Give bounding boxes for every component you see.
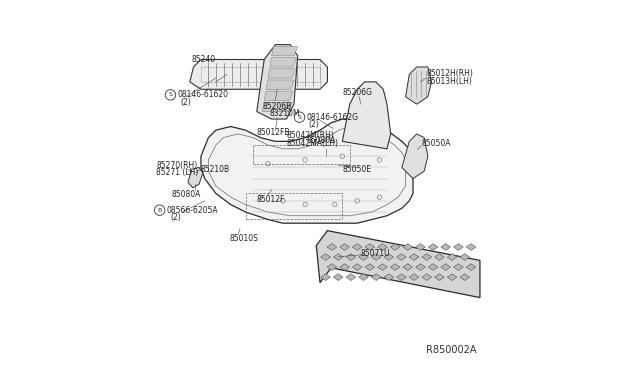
Polygon shape (397, 274, 406, 280)
Text: 85270(RH): 85270(RH) (156, 161, 198, 170)
Polygon shape (435, 274, 444, 280)
Polygon shape (447, 254, 457, 260)
Text: S: S (168, 92, 172, 97)
Polygon shape (327, 244, 337, 250)
Text: 85071U: 85071U (361, 249, 390, 258)
Polygon shape (365, 244, 374, 250)
Polygon shape (410, 254, 419, 260)
Polygon shape (188, 167, 203, 188)
Polygon shape (333, 274, 343, 280)
Polygon shape (428, 264, 438, 270)
Polygon shape (422, 254, 431, 260)
Bar (253, 145, 349, 164)
Polygon shape (262, 102, 292, 112)
Text: S: S (298, 115, 301, 120)
Polygon shape (390, 244, 400, 250)
Polygon shape (406, 67, 431, 104)
Text: 85080A: 85080A (172, 190, 200, 199)
Text: 85050E: 85050E (342, 165, 371, 174)
Polygon shape (415, 264, 425, 270)
Polygon shape (340, 244, 349, 250)
Polygon shape (402, 134, 428, 179)
Polygon shape (403, 264, 413, 270)
Text: 85206B: 85206B (262, 102, 292, 110)
Polygon shape (346, 254, 356, 260)
Polygon shape (415, 244, 425, 250)
Polygon shape (264, 91, 293, 100)
Polygon shape (353, 244, 362, 250)
Polygon shape (266, 80, 294, 89)
Bar (246, 193, 342, 219)
Text: 85206G: 85206G (342, 88, 372, 97)
Polygon shape (353, 264, 362, 270)
Polygon shape (358, 254, 369, 260)
Polygon shape (460, 254, 470, 260)
Text: 85271 (LH): 85271 (LH) (156, 169, 198, 177)
Polygon shape (321, 254, 330, 260)
Polygon shape (403, 244, 413, 250)
Polygon shape (454, 264, 463, 270)
Text: 85080A: 85080A (307, 136, 337, 145)
Text: 85013H(LH): 85013H(LH) (426, 77, 472, 86)
Text: (2): (2) (170, 213, 181, 222)
Polygon shape (384, 274, 394, 280)
Polygon shape (333, 254, 343, 260)
Polygon shape (441, 244, 451, 250)
Text: 85012FB: 85012FB (257, 128, 291, 137)
Text: 83210M: 83210M (270, 109, 300, 118)
Polygon shape (327, 264, 337, 270)
Polygon shape (428, 244, 438, 250)
Text: (2): (2) (180, 98, 191, 107)
Polygon shape (447, 274, 457, 280)
Text: (2): (2) (309, 120, 319, 129)
Polygon shape (371, 254, 381, 260)
Polygon shape (268, 69, 296, 78)
Polygon shape (384, 254, 394, 260)
Polygon shape (460, 274, 470, 280)
Polygon shape (441, 264, 451, 270)
Polygon shape (358, 274, 369, 280)
Polygon shape (466, 264, 476, 270)
Polygon shape (271, 46, 298, 56)
Polygon shape (346, 274, 356, 280)
Text: 85012F: 85012F (257, 195, 285, 203)
Text: 85042M(RH): 85042M(RH) (287, 131, 334, 140)
Polygon shape (342, 82, 390, 149)
Text: 85240: 85240 (191, 55, 216, 64)
Polygon shape (340, 264, 349, 270)
Polygon shape (371, 274, 381, 280)
Polygon shape (390, 264, 400, 270)
Text: 08146-6162G: 08146-6162G (306, 113, 358, 122)
Polygon shape (321, 274, 330, 280)
Polygon shape (316, 231, 480, 298)
Polygon shape (378, 244, 387, 250)
Polygon shape (190, 60, 328, 89)
Polygon shape (257, 45, 298, 119)
Polygon shape (422, 274, 431, 280)
Polygon shape (378, 264, 387, 270)
Text: B: B (157, 208, 162, 213)
Text: 85012H(RH): 85012H(RH) (426, 69, 473, 78)
Polygon shape (466, 244, 476, 250)
Polygon shape (270, 58, 296, 67)
Polygon shape (397, 254, 406, 260)
Text: 85010S: 85010S (229, 234, 258, 243)
Text: 08566-6205A: 08566-6205A (166, 206, 218, 215)
Polygon shape (454, 244, 463, 250)
Text: R850002A: R850002A (426, 346, 477, 355)
Polygon shape (410, 274, 419, 280)
Text: 85210B: 85210B (201, 165, 230, 174)
Text: 85050A: 85050A (422, 139, 451, 148)
Polygon shape (435, 254, 444, 260)
Polygon shape (365, 264, 374, 270)
Text: 85042MA(LH): 85042MA(LH) (287, 139, 339, 148)
Polygon shape (201, 119, 413, 223)
Text: 08146-61620: 08146-61620 (177, 90, 228, 99)
